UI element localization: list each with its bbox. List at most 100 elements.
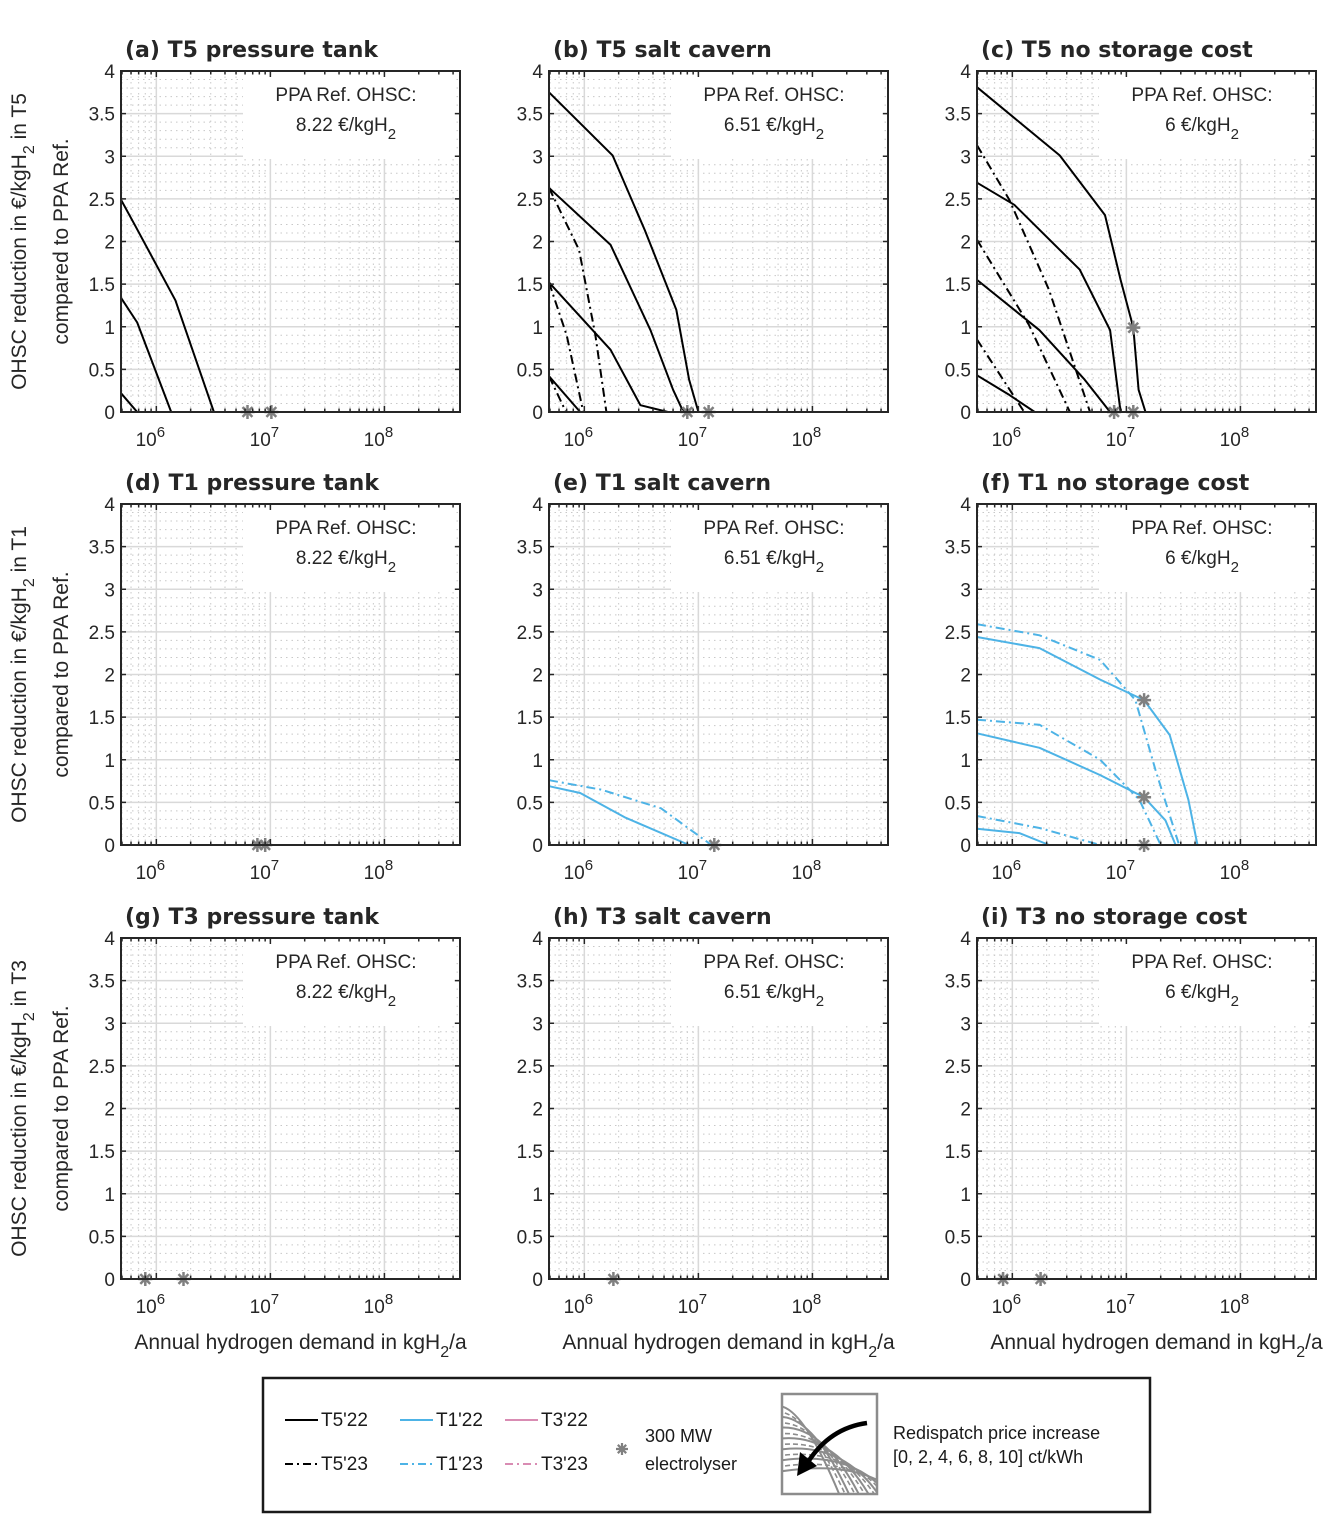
tick-marks — [977, 937, 1316, 1280]
y-axis-label-line2: compared to PPA Ref. — [50, 1005, 73, 1211]
series-line-T1-23 — [548, 779, 712, 846]
x-tick-label: 107 — [678, 424, 707, 451]
annotation-box — [671, 75, 882, 159]
tick-marks — [121, 937, 460, 1280]
y-tick-label: 1 — [104, 751, 115, 772]
x-tick-label: 108 — [1220, 424, 1249, 451]
y-tick-label: 1 — [532, 751, 543, 772]
y-tick-label: 1.5 — [89, 1142, 115, 1163]
y-tick-label: 3.5 — [517, 972, 543, 993]
annotation-label: PPA Ref. OHSC: — [703, 85, 844, 106]
series-line-T1-22 — [976, 636, 1205, 846]
y-tick-label: 1.5 — [517, 1142, 543, 1163]
legend: T5'22 T1'22 T3'22 T5'23 T1'23 T3'23 300 MW elec… — [261, 1376, 1152, 1514]
tick-marks — [977, 70, 1316, 413]
y-tick-label: 2.5 — [89, 190, 115, 211]
tick-marks — [549, 503, 888, 846]
redispatch-arc — [783, 1447, 876, 1493]
annotation-value: 6.51 €/kgH2 — [724, 982, 824, 1010]
y-tick-label: 4 — [960, 62, 971, 83]
series-line-T5-22 — [976, 279, 1111, 413]
y-tick-label: 0 — [104, 836, 115, 857]
tick-marks — [121, 70, 460, 413]
panel-i: PPA Ref. OHSC: 6 €/kgH2 0 0.5 1 1.5 2 2.5 3 3.5 4 1… — [945, 905, 1323, 1361]
panel-title: (h) T3 salt cavern — [553, 905, 772, 930]
legend-label: T5'23 — [321, 1454, 368, 1475]
redispatch-arc — [783, 1437, 870, 1493]
y-axis-label-line2: compared to PPA Ref. — [50, 138, 73, 344]
x-tick-label: 107 — [1106, 424, 1135, 451]
y-tick-label: 2 — [104, 1100, 115, 1121]
tick-marks — [121, 503, 460, 846]
electrolyser-marker — [1137, 693, 1152, 708]
legend-label: T1'22 — [436, 1410, 483, 1431]
annotation-value: 8.22 €/kgH2 — [296, 982, 396, 1010]
y-tick-label: 0.5 — [89, 360, 115, 381]
annotation-value: 6.51 €/kgH2 — [724, 548, 824, 576]
panel-title: (g) T3 pressure tank — [125, 905, 380, 930]
y-tick-label: 2.5 — [517, 1057, 543, 1078]
y-tick-label: 3 — [532, 1014, 543, 1035]
redispatch-arc — [783, 1457, 876, 1484]
y-tick-label: 4 — [104, 929, 115, 950]
series-line-T5-23 — [976, 338, 1026, 413]
y-tick-label: 0 — [960, 1270, 971, 1291]
legend-box — [261, 1376, 1152, 1514]
panel-c: PPA Ref. OHSC: 6 €/kgH2 0 0.5 1 1.5 2 2.5 3 3.5 4 1… — [945, 38, 1317, 451]
y-axis-label-line1: OHSC reduction in €/kgH2 in T3 — [8, 960, 38, 1257]
annotation-label: PPA Ref. OHSC: — [1131, 85, 1272, 106]
legend-label: T5'22 — [321, 1410, 368, 1431]
x-tick-label: 106 — [564, 1291, 593, 1318]
y-axis-label-line2: compared to PPA Ref. — [50, 571, 73, 777]
x-tick-label: 106 — [992, 857, 1021, 884]
annotation-label: PPA Ref. OHSC: — [275, 85, 416, 106]
y-tick-label: 2 — [960, 233, 971, 254]
redispatch-arc — [783, 1467, 876, 1481]
panel-title: (f) T1 no storage cost — [981, 471, 1250, 496]
legend-redispatch-label: Redispatch price increase — [893, 1423, 1100, 1443]
y-tick-label: 0.5 — [517, 793, 543, 814]
y-tick-label: 1 — [104, 1185, 115, 1206]
y-axis-label-line1: OHSC reduction in €/kgH2 in T1 — [8, 526, 38, 823]
y-tick-label: 2 — [532, 233, 543, 254]
y-tick-label: 0 — [960, 836, 971, 857]
annotation-box — [243, 942, 454, 1026]
redispatch-arc-dashed — [783, 1443, 875, 1493]
annotation-box — [1099, 508, 1310, 592]
x-tick-label: 106 — [564, 424, 593, 451]
y-tick-label: 2 — [960, 666, 971, 687]
x-tick-label: 106 — [992, 1291, 1021, 1318]
y-tick-label: 1.5 — [945, 275, 971, 296]
annotation-label: PPA Ref. OHSC: — [1131, 518, 1272, 539]
y-tick-label: 0.5 — [89, 793, 115, 814]
y-tick-label: 0 — [104, 1270, 115, 1291]
y-tick-label: 3.5 — [945, 972, 971, 993]
legend-marker-label: electrolyser — [645, 1454, 737, 1474]
y-tick-label: 4 — [960, 929, 971, 950]
y-tick-label: 0 — [104, 403, 115, 424]
major-grid — [121, 938, 460, 1279]
y-tick-label: 3.5 — [517, 105, 543, 126]
y-tick-label: 1 — [960, 318, 971, 339]
series-line-T1-23 — [976, 815, 1101, 846]
y-tick-label: 0.5 — [945, 1227, 971, 1248]
y-tick-label: 4 — [104, 62, 115, 83]
x-tick-label: 107 — [1106, 1291, 1135, 1318]
panel-h: PPA Ref. OHSC: 6.51 €/kgH2 0 0.5 1 1.5 2 2.5 3 3.… — [517, 905, 895, 1361]
y-tick-label: 2.5 — [517, 190, 543, 211]
x-tick-label: 108 — [364, 424, 393, 451]
panel-title: (d) T1 pressure tank — [125, 471, 380, 496]
y-tick-label: 4 — [532, 495, 543, 516]
series-line-T1-22 — [976, 732, 1177, 846]
y-tick-label: 0.5 — [517, 360, 543, 381]
y-tick-label: 3 — [960, 147, 971, 168]
panel-title: (c) T5 no storage cost — [981, 38, 1253, 63]
x-tick-label: 108 — [792, 857, 821, 884]
annotation-label: PPA Ref. OHSC: — [1131, 952, 1272, 973]
y-tick-label: 3 — [104, 580, 115, 601]
y-tick-label: 2.5 — [89, 1057, 115, 1078]
legend-redispatch-values: [0, 2, 4, 6, 8, 10] ct/kWh — [893, 1447, 1083, 1467]
series-line-T5-23 — [548, 187, 608, 413]
y-tick-label: 2 — [104, 666, 115, 687]
